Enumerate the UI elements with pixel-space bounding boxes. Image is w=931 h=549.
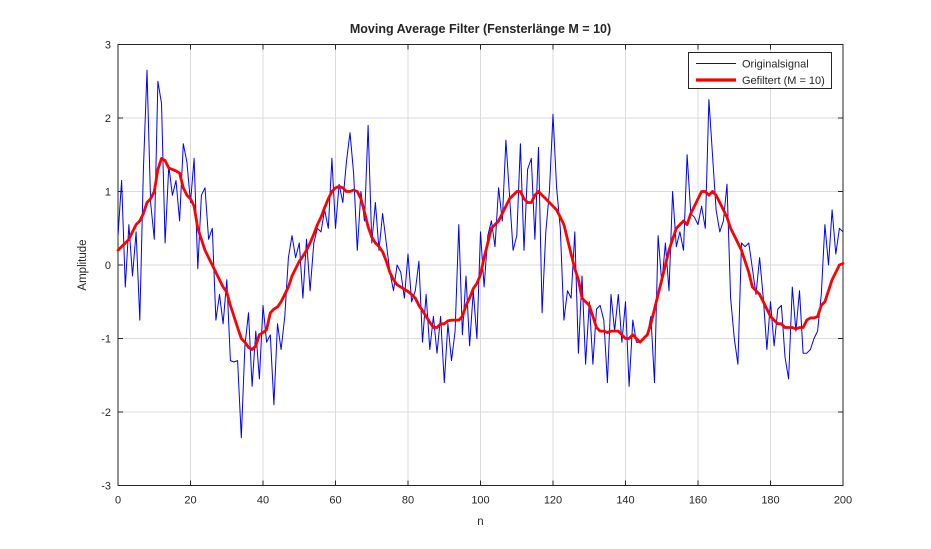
x-tick-label: 20 [184, 495, 196, 507]
y-tick-label: -2 [101, 407, 111, 419]
filtered-signal-line [116, 157, 845, 351]
x-tick-label: 160 [689, 495, 707, 507]
x-tick-label: 80 [402, 495, 414, 507]
x-tick-label: 140 [616, 495, 634, 507]
y-tick-label: 2 [105, 113, 111, 125]
y-tick-label: -1 [101, 334, 111, 346]
y-axis-label: Amplitude [77, 239, 89, 290]
x-tick-label: 60 [329, 495, 341, 507]
x-tick-labels: 0 20 40 60 80 100 120 140 160 180 200 [115, 495, 852, 507]
x-tick-label: 0 [115, 495, 121, 507]
y-tick-label: 1 [105, 187, 111, 199]
x-tick-label: 40 [257, 495, 269, 507]
x-tick-label: 180 [761, 495, 779, 507]
legend[interactable]: Originalsignal Gefiltert (M = 10) [688, 52, 832, 89]
x-tick-label: 200 [834, 495, 852, 507]
legend-original-label: Originalsignal [742, 59, 809, 71]
y-tick-label: 3 [105, 40, 111, 52]
y-tick-label: -3 [101, 481, 111, 493]
y-tick-labels: -3 -2 -1 0 1 2 3 [101, 40, 111, 493]
legend-box [688, 52, 832, 89]
x-axis-label: n [477, 516, 483, 528]
original-signal-line [117, 69, 844, 439]
x-tick-label: 120 [544, 495, 562, 507]
chart-title: Moving Average Filter (Fensterlänge M = … [350, 22, 611, 36]
y-tick-label: 0 [105, 260, 111, 272]
grid-lines [118, 44, 843, 486]
x-tick-label: 100 [471, 495, 489, 507]
legend-filtered-label: Gefiltert (M = 10) [742, 75, 825, 87]
